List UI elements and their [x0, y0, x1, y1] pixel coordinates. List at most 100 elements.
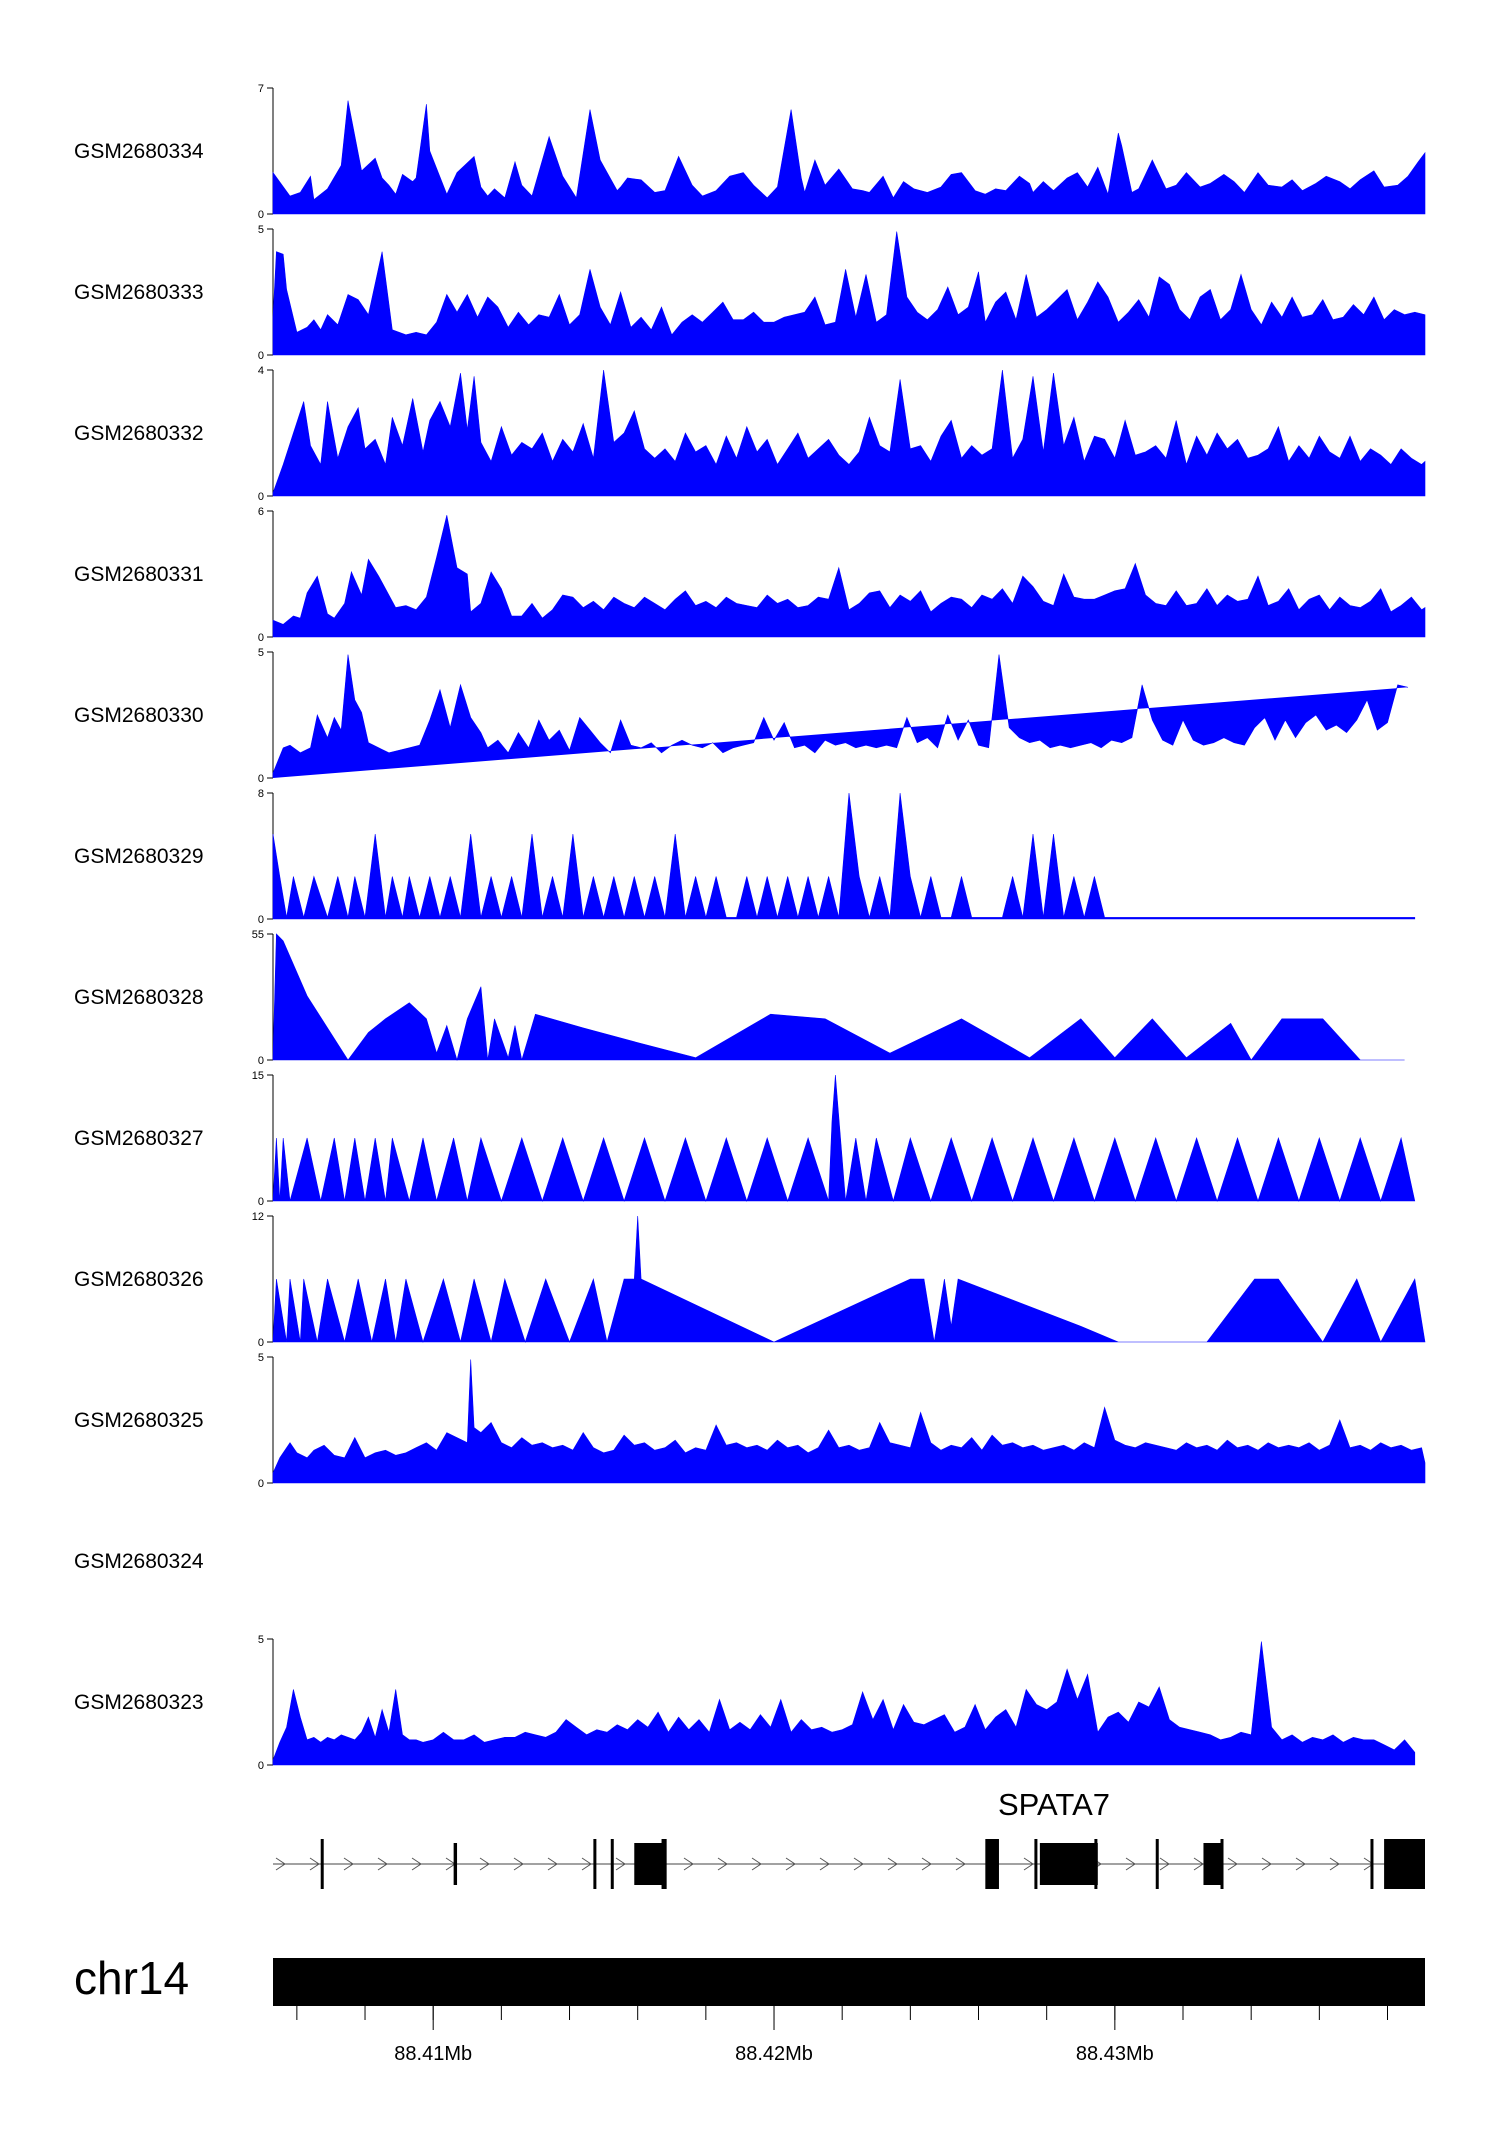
coverage-area: [272, 369, 1426, 497]
track-GSM2680323: GSM2680323 5 0: [74, 1634, 1416, 1772]
gene-model-track: SPATA7: [273, 1787, 1425, 1889]
gene-exon: [1220, 1839, 1224, 1889]
y-tick-label-zero: 0: [258, 350, 264, 362]
strand-arrow: [683, 1857, 694, 1871]
axis-tick-label: 88.43Mb: [1076, 2043, 1154, 2065]
strand-arrow: [479, 1857, 490, 1871]
track-GSM2680325: GSM2680325 5 0: [74, 1352, 1426, 1490]
strand-arrow: [1193, 1857, 1204, 1871]
coverage-area: [272, 1359, 1426, 1484]
strand-arrow: [887, 1857, 898, 1871]
strand-arrow: [1023, 1857, 1034, 1871]
y-tick-label-zero: 0: [258, 632, 264, 644]
track-GSM2680324: GSM2680324: [74, 1550, 204, 1573]
track-label: GSM2680329: [74, 845, 204, 868]
track-label: GSM2680333: [74, 281, 204, 304]
gene-exon: [1370, 1839, 1374, 1889]
track-label: GSM2680331: [74, 563, 204, 586]
coverage-area: [272, 1215, 1426, 1344]
strand-arrow: [819, 1857, 830, 1871]
gene-exon: [1155, 1839, 1159, 1889]
coverage-area: [272, 100, 1426, 215]
strand-arrow: [309, 1857, 320, 1871]
track-label: GSM2680328: [74, 986, 204, 1009]
strand-arrow: [785, 1857, 796, 1871]
gene-exon: [1094, 1839, 1098, 1889]
coverage-tracks: GSM268033470GSM268033350GSM268033240GSM2…: [74, 83, 1426, 1772]
strand-arrow: [275, 1857, 286, 1871]
strand-arrow: [547, 1857, 558, 1871]
gene-exon: [1039, 1843, 1098, 1885]
chromosome-label: chr14: [74, 1952, 189, 2004]
coverage-area: [272, 792, 1416, 920]
gene-exon: [1203, 1843, 1221, 1885]
strand-arrow: [1227, 1857, 1238, 1871]
strand-arrow: [717, 1857, 728, 1871]
strand-arrow: [411, 1857, 422, 1871]
y-tick-label-zero: 0: [258, 773, 264, 785]
y-tick-label-max: 7: [258, 83, 264, 95]
y-tick-label-max: 15: [252, 1070, 264, 1082]
y-tick-label-max: 5: [258, 647, 264, 659]
y-tick-label-zero: 0: [258, 1196, 264, 1208]
gene-exon: [1384, 1839, 1425, 1889]
y-tick-label-max: 6: [258, 506, 264, 518]
track-GSM2680332: GSM2680332 4 0: [74, 365, 1426, 503]
gene-exon: [1034, 1839, 1038, 1889]
track-GSM2680328: GSM2680328 55 0: [74, 929, 1405, 1067]
coverage-area: [272, 654, 1409, 778]
axis-tick-label: 88.41Mb: [394, 2043, 472, 2065]
strand-arrow: [1261, 1857, 1272, 1871]
track-GSM2680331: GSM2680331 6 0: [74, 506, 1426, 644]
strand-arrow: [853, 1857, 864, 1871]
y-tick-label-zero: 0: [258, 209, 264, 221]
strand-arrow: [581, 1857, 592, 1871]
strand-arrow: [921, 1857, 932, 1871]
coverage-area: [272, 515, 1426, 638]
gene-exon: [985, 1839, 999, 1889]
track-label: GSM2680326: [74, 1268, 204, 1291]
y-tick-label-max: 55: [252, 929, 264, 941]
gene-exon: [320, 1839, 324, 1889]
track-label: GSM2680332: [74, 422, 204, 445]
track-GSM2680326: GSM2680326 12 0: [74, 1211, 1426, 1349]
gene-exon: [593, 1839, 597, 1889]
track-label: GSM2680330: [74, 704, 204, 727]
track-GSM2680329: GSM2680329 8 0: [74, 788, 1416, 926]
gene-name-label: SPATA7: [998, 1787, 1110, 1822]
y-tick-label-zero: 0: [258, 1337, 264, 1349]
track-label: GSM2680323: [74, 1691, 204, 1714]
chromosome-band: [273, 1958, 1425, 2006]
genome-axis-track: chr14 88.41Mb 88.42Mb 88.43Mb: [74, 1952, 1425, 2065]
y-tick-label-zero: 0: [258, 1760, 264, 1772]
y-tick-label-max: 4: [258, 365, 264, 377]
gene-exon: [661, 1839, 667, 1889]
coverage-area: [272, 231, 1426, 356]
track-label: GSM2680327: [74, 1127, 204, 1150]
strand-arrow: [751, 1857, 762, 1871]
strand-arrow: [1295, 1857, 1306, 1871]
track-label: GSM2680334: [74, 140, 204, 163]
strand-arrow: [343, 1857, 354, 1871]
track-GSM2680327: GSM2680327 15 0: [74, 1070, 1416, 1208]
y-tick-label-zero: 0: [258, 491, 264, 503]
y-tick-label-max: 12: [252, 1211, 264, 1223]
strand-arrow: [377, 1857, 388, 1871]
strand-arrow: [615, 1857, 626, 1871]
coverage-area: [272, 1641, 1416, 1766]
track-GSM2680333: GSM2680333 5 0: [74, 224, 1426, 362]
axis-tick-label: 88.42Mb: [735, 2043, 813, 2065]
strand-arrow: [1159, 1857, 1170, 1871]
coverage-area: [272, 1074, 1416, 1203]
y-tick-label-max: 8: [258, 788, 264, 800]
track-GSM2680334: GSM2680334 7 0: [74, 83, 1426, 221]
strand-arrow: [955, 1857, 966, 1871]
gene-exon: [453, 1843, 458, 1885]
y-tick-label-zero: 0: [258, 1055, 264, 1067]
y-tick-label-zero: 0: [258, 1478, 264, 1490]
strand-arrow: [513, 1857, 524, 1871]
y-tick-label-max: 5: [258, 1634, 264, 1646]
y-tick-label-zero: 0: [258, 914, 264, 926]
y-tick-label-max: 5: [258, 1352, 264, 1364]
track-GSM2680330: GSM2680330 5 0: [74, 647, 1409, 785]
